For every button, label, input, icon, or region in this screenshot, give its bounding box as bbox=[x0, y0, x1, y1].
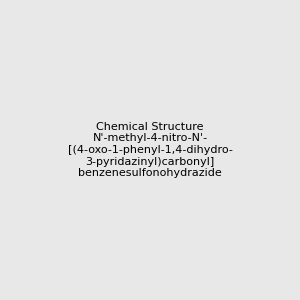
Text: Chemical Structure
N'-methyl-4-nitro-N'-
[(4-oxo-1-phenyl-1,4-dihydro-
3-pyridaz: Chemical Structure N'-methyl-4-nitro-N'-… bbox=[68, 122, 232, 178]
